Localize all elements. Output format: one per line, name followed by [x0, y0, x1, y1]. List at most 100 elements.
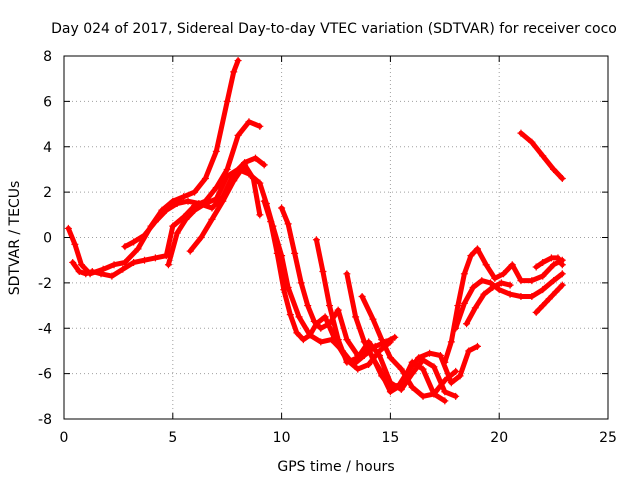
data-point	[212, 184, 220, 192]
data-point	[386, 354, 394, 362]
data-point	[547, 254, 555, 262]
data-point	[441, 397, 449, 405]
data-point	[436, 351, 444, 359]
data-point	[539, 302, 547, 310]
data-point	[506, 290, 514, 298]
data-point	[397, 365, 405, 373]
data-point	[558, 261, 566, 269]
data-point	[539, 258, 547, 266]
data-point	[460, 270, 468, 278]
data-point	[471, 304, 479, 312]
y-tick-label: 0	[43, 231, 52, 247]
data-point	[352, 313, 360, 321]
data-point	[343, 358, 351, 366]
data-point	[430, 390, 438, 398]
data-point	[245, 118, 253, 126]
series-track-15	[532, 281, 566, 316]
data-point	[354, 354, 362, 362]
data-point	[110, 261, 118, 269]
data-point	[554, 254, 562, 262]
x-tick-label: 0	[60, 430, 69, 446]
series-track-1	[64, 57, 242, 278]
series-track-2	[69, 118, 264, 280]
data-point	[291, 249, 299, 257]
series-trace	[453, 271, 565, 331]
data-point	[304, 302, 312, 310]
data-point	[299, 336, 307, 344]
data-point	[550, 261, 558, 269]
data-point	[528, 292, 536, 300]
data-point	[223, 97, 231, 105]
data-point	[230, 177, 238, 185]
data-point	[550, 165, 558, 173]
data-point	[317, 338, 325, 346]
series-track-10	[358, 292, 460, 400]
series-trace	[359, 294, 459, 399]
data-point	[378, 336, 386, 344]
axis-ticks: 0 5 10 15 20 25 -8 -6 -4 -2 0 2 4 6 8	[38, 49, 617, 446]
series-track-5	[186, 161, 264, 255]
data-point	[441, 358, 449, 366]
data-point	[306, 331, 314, 339]
data-point	[532, 308, 540, 316]
data-point	[121, 258, 129, 266]
data-point	[408, 370, 416, 378]
data-point	[550, 277, 558, 285]
data-point	[234, 57, 242, 65]
data-point	[334, 336, 342, 344]
series-trace	[65, 58, 241, 277]
y-tick-label: 2	[43, 185, 52, 201]
data-point	[201, 199, 209, 207]
series-trace	[313, 237, 459, 399]
data-point	[69, 258, 77, 266]
data-point	[273, 249, 281, 257]
y-tick-label: -2	[38, 276, 52, 292]
y-tick-label: -8	[38, 412, 52, 428]
data-point	[491, 274, 499, 282]
data-point	[251, 154, 259, 162]
plot-area	[64, 57, 566, 405]
data-point	[517, 277, 525, 285]
data-point	[130, 258, 138, 266]
series-track-8	[312, 236, 460, 400]
data-point	[278, 204, 286, 212]
data-point	[467, 252, 475, 260]
data-point	[508, 261, 516, 269]
data-point	[286, 311, 294, 319]
data-point	[280, 286, 288, 294]
data-point	[191, 206, 199, 214]
series-track-16	[532, 254, 566, 271]
data-point	[284, 220, 292, 228]
data-point	[260, 161, 268, 169]
data-point	[545, 295, 553, 303]
data-point	[354, 365, 362, 373]
data-point	[256, 179, 264, 187]
data-point	[460, 299, 468, 307]
data-point	[88, 268, 96, 276]
series-track-13	[463, 279, 514, 328]
data-point	[256, 122, 264, 130]
data-point	[197, 234, 205, 241]
data-point	[134, 245, 142, 253]
data-point	[500, 270, 508, 278]
data-point	[319, 268, 327, 276]
data-point	[454, 302, 462, 310]
y-tick-label: -4	[38, 321, 52, 337]
data-point	[119, 265, 127, 273]
data-point	[223, 165, 231, 173]
x-tick-label: 5	[168, 430, 177, 446]
data-point	[395, 381, 403, 389]
series-track-14	[517, 129, 566, 183]
data-point	[378, 372, 386, 380]
data-point	[558, 175, 566, 183]
data-point	[480, 290, 488, 298]
series-trace	[187, 162, 263, 254]
data-point	[219, 197, 227, 205]
data-point	[64, 224, 72, 232]
x-axis-label: GPS time / hours	[277, 459, 394, 475]
data-point	[97, 270, 105, 278]
y-tick-label: -6	[38, 367, 52, 383]
series-trace	[261, 198, 393, 372]
data-point	[180, 193, 188, 201]
